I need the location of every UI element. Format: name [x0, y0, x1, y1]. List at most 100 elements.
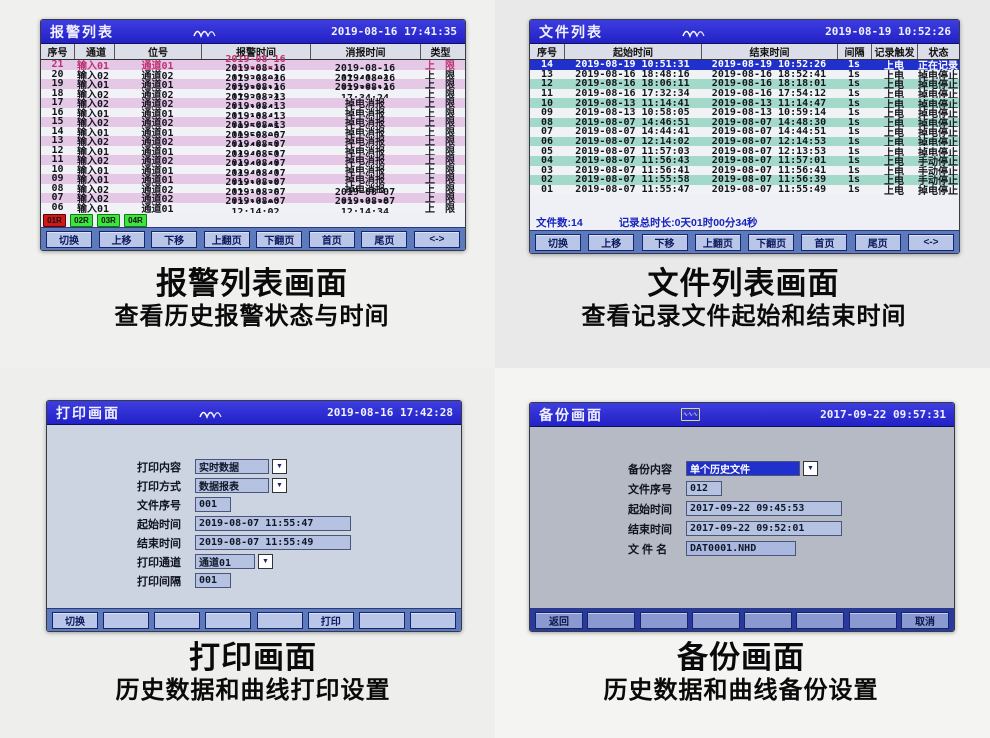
file-start-cell: 2019-08-07 11:56:43: [575, 155, 690, 167]
file-table-row[interactable]: 10 2019-08-13 11:14:41 2019-08-13 11:14:47…: [530, 97, 959, 111]
file-table-row[interactable]: 01 2019-08-07 11:55:47 2019-08-07 11:55:49…: [530, 184, 959, 197]
dropdown-value-box[interactable]: 通道01: [195, 554, 255, 569]
softkey-button[interactable]: 切换: [46, 230, 92, 248]
softkey-button[interactable]: <->: [907, 233, 954, 251]
softkey-button[interactable]: 上翻页: [694, 233, 741, 251]
alarm-tag-cell: 通道01: [141, 127, 174, 139]
softkey-button[interactable]: 下移: [641, 233, 688, 251]
softkey-button-blank[interactable]: [205, 611, 252, 629]
softkey-button-blank[interactable]: [409, 611, 456, 629]
alarm-channel-cell: 输入01: [77, 146, 110, 158]
channel-status-badge: 03R: [97, 213, 120, 227]
form-field-row: 打印方式 数据报表 ▼: [137, 478, 461, 493]
alarm-type-cell: 上限: [425, 127, 455, 139]
file-table-row[interactable]: 03 2019-08-07 11:56:41 2019-08-07 11:56:41…: [530, 165, 959, 178]
softkey-button-blank[interactable]: [639, 611, 688, 629]
file-table-row[interactable]: 05 2019-08-07 11:57:03 2019-08-07 12:13:53…: [530, 145, 959, 159]
file-table-row[interactable]: 04 2019-08-07 11:56:43 2019-08-07 11:57:01…: [530, 155, 959, 168]
file-end-cell: 2019-08-16 18:18:01: [711, 78, 827, 90]
file-interval-cell: 1s: [847, 97, 861, 109]
file-table-row[interactable]: 02 2019-08-07 11:55:58 2019-08-07 11:56:39…: [530, 174, 959, 187]
file-table-row[interactable]: 08 2019-08-07 14:46:51 2019-08-07 14:48:30…: [530, 117, 959, 130]
softkey-button[interactable]: 上移: [588, 233, 635, 251]
alarm-tag-cell: 通道02: [141, 137, 174, 149]
form-field-row: 文件序号 001: [137, 497, 461, 512]
file-start-cell: 2019-08-13 10:58:05: [575, 107, 690, 119]
softkey-button[interactable]: 首页: [308, 230, 355, 248]
value-input-box[interactable]: 001: [195, 497, 231, 512]
file-seq-cell: 06: [540, 136, 554, 148]
alarm-seq-cell: 16: [51, 106, 64, 118]
value-input-box[interactable]: 012: [686, 481, 722, 496]
file-table-row[interactable]: 12 2019-08-16 18:06:11 2019-08-16 18:18:01…: [530, 78, 959, 91]
softkey-button[interactable]: 上移: [98, 230, 145, 248]
softkey-button-blank[interactable]: [154, 611, 201, 629]
softkey-button[interactable]: 下翻页: [256, 230, 303, 248]
file-seq-cell: 09: [540, 107, 554, 119]
value-input-box[interactable]: 001: [195, 573, 231, 588]
value-input-box[interactable]: 2019-08-07 11:55:47: [195, 516, 351, 531]
value-input-box[interactable]: 2017-09-22 09:45:53: [686, 501, 842, 516]
softkey-button-blank[interactable]: [256, 611, 303, 629]
softkey-button[interactable]: 首页: [801, 233, 848, 251]
file-table-row[interactable]: 14 2019-08-19 10:51:31 2019-08-19 10:52:26…: [530, 59, 959, 72]
print-caption-title: 打印画面: [189, 640, 317, 675]
softkey-button-blank[interactable]: [848, 611, 897, 629]
softkey-button[interactable]: 取消: [900, 611, 949, 629]
dropdown-value-box[interactable]: 单个历史文件: [686, 461, 800, 476]
value-input-box[interactable]: 2017-09-22 09:52:01: [686, 521, 842, 536]
dropdown-button[interactable]: ▼: [258, 554, 273, 569]
file-table-header: 序号 起始时间 结束时间 间隔 记录触发 状态: [530, 44, 959, 60]
file-interval-cell: 1s: [847, 68, 861, 80]
softkey-button[interactable]: 切换: [52, 611, 98, 629]
file-start-cell: 2019-08-07 11:57:03: [575, 145, 690, 157]
softkey-button[interactable]: 切换: [535, 233, 581, 251]
alarm-clear-time-cell: 掉电消报: [345, 108, 385, 120]
file-table-row[interactable]: 13 2019-08-16 18:48:16 2019-08-16 18:52:41…: [530, 68, 959, 82]
column-header: 序号: [537, 48, 557, 59]
file-summary-bar: 文件数:14 记录总时长:0天01时00分34秒: [530, 214, 959, 230]
file-table-row[interactable]: 09 2019-08-13 10:58:05 2019-08-13 10:59:14…: [530, 107, 959, 120]
softkey-button[interactable]: 下翻页: [748, 233, 795, 251]
value-input-box[interactable]: 2019-08-07 11:55:49: [195, 535, 351, 550]
file-trigger-cell: 上电: [884, 147, 904, 159]
file-end-cell: 2019-08-07 12:14:53: [711, 136, 827, 148]
alarm-tag-cell: 通道01: [141, 61, 174, 73]
file-table-row[interactable]: 06 2019-08-07 12:14:02 2019-08-07 12:14:53…: [530, 136, 959, 149]
alarm-table-row[interactable]: 06 输入01 通道01 2019-08-07 12:14:02 2019-08-07 …: [41, 196, 465, 218]
softkey-button[interactable]: 尾页: [361, 230, 408, 248]
alarm-caption-sub: 查看历史报警状态与时间: [114, 303, 390, 330]
softkey-button[interactable]: 上翻页: [203, 230, 250, 248]
dropdown-value-box[interactable]: 数据报表: [195, 478, 269, 493]
dropdown-button[interactable]: ▼: [272, 459, 287, 474]
softkey-button-blank[interactable]: [691, 611, 740, 629]
softkey-button[interactable]: 返回: [535, 611, 583, 629]
usb-icon: ∿∿∿: [681, 408, 700, 421]
softkey-button-blank[interactable]: [358, 611, 405, 629]
field-label: 打印方式: [137, 480, 181, 493]
file-start-cell: 2019-08-16 18:48:16: [575, 68, 690, 80]
softkey-button[interactable]: 尾页: [854, 233, 901, 251]
field-label: 文件序号: [137, 499, 181, 512]
alarm-type-cell: 上限: [425, 118, 455, 130]
dropdown-button[interactable]: ▼: [272, 478, 287, 493]
softkey-button-blank[interactable]: [103, 611, 150, 629]
file-table-row[interactable]: 07 2019-08-07 14:44:41 2019-08-07 14:44:51…: [530, 126, 959, 139]
alarm-type-cell: 上限: [425, 99, 455, 111]
file-interval-cell: 1s: [847, 78, 861, 90]
softkey-button[interactable]: 下移: [151, 230, 198, 248]
softkey-button[interactable]: 打印: [307, 611, 354, 629]
dropdown-button[interactable]: ▼: [803, 461, 818, 476]
alarm-channel-badges: 01R 02R 03R 04R: [41, 213, 465, 227]
brand-wave-logo: [192, 26, 218, 38]
alarm-channel-cell: 输入02: [77, 70, 110, 82]
dropdown-value-box[interactable]: 实时数据: [195, 459, 269, 474]
alarm-seq-cell: 12: [51, 144, 64, 156]
softkey-button[interactable]: <->: [413, 230, 460, 248]
softkey-button-blank[interactable]: [744, 611, 793, 629]
softkey-button-blank[interactable]: [796, 611, 845, 629]
file-table-row[interactable]: 11 2019-08-16 17:32:34 2019-08-16 17:54:12…: [530, 88, 959, 101]
value-input-box[interactable]: DAT0001.NHD: [686, 541, 796, 556]
alarm-channel-cell: 输入01: [77, 175, 110, 187]
softkey-button-blank[interactable]: [587, 611, 636, 629]
